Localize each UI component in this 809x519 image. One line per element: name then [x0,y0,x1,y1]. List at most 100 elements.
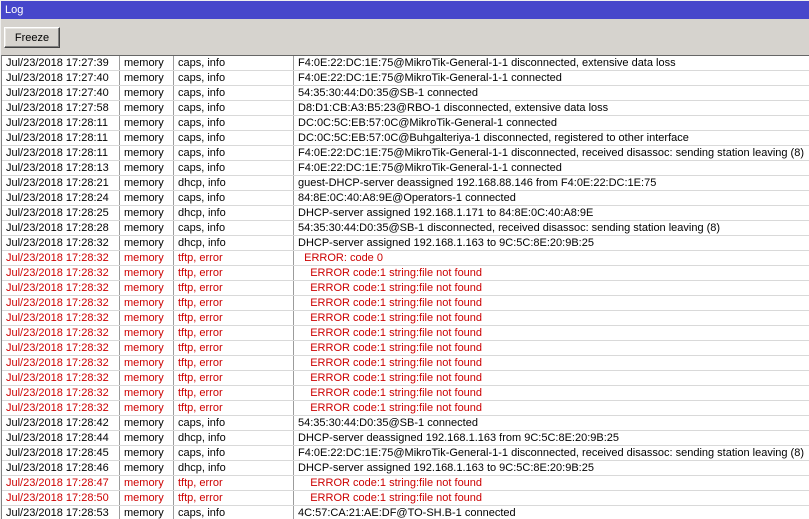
log-cell-time: Jul/23/2018 17:28:21 [2,176,120,190]
log-cell-topics: dhcp, info [174,461,294,475]
log-cell-buffer: memory [120,296,174,310]
log-row[interactable]: Jul/23/2018 17:28:13 memory caps, info F4:0… [2,161,809,176]
log-row[interactable]: Jul/23/2018 17:28:11 memory caps, info F4:0… [2,146,809,161]
log-cell-time: Jul/23/2018 17:28:32 [2,371,120,385]
log-cell-topics: caps, info [174,221,294,235]
log-row[interactable]: Jul/23/2018 17:28:25 memory dhcp, info DHCP… [2,206,809,221]
log-row[interactable]: Jul/23/2018 17:27:39 memory caps, info F4:0… [2,56,809,71]
log-row[interactable]: Jul/23/2018 17:28:32 memory tftp, error ER… [2,311,809,326]
log-cell-topics: tftp, error [174,296,294,310]
log-cell-buffer: memory [120,416,174,430]
log-cell-message: D8:D1:CB:A3:B5:23@RBO-1 disconnected, ex… [298,102,609,114]
log-cell-buffer: memory [120,191,174,205]
log-cell-message: DC:0C:5C:EB:57:0C@MikroTik-General-1 con… [298,117,557,129]
log-cell-time: Jul/23/2018 17:28:42 [2,416,120,430]
log-cell-topics: tftp, error [174,311,294,325]
log-row[interactable]: Jul/23/2018 17:28:45 memory caps, info F4:0… [2,446,809,461]
log-cell-buffer: memory [120,386,174,400]
log-cell-time: Jul/23/2018 17:28:47 [2,476,120,490]
log-row[interactable]: Jul/23/2018 17:28:47 memory tftp, error ER… [2,476,809,491]
log-row[interactable]: Jul/23/2018 17:28:32 memory dhcp, info DHCP… [2,236,809,251]
log-row[interactable]: Jul/23/2018 17:28:53 memory caps, info 4C:5… [2,506,809,519]
log-row[interactable]: Jul/23/2018 17:28:42 memory caps, info 54:3… [2,416,809,431]
log-row[interactable]: Jul/23/2018 17:27:40 memory caps, info 54:3… [2,86,809,101]
log-cell-message: ERROR code:1 string:file not found [298,282,483,294]
log-cell-time: Jul/23/2018 17:28:46 [2,461,120,475]
log-cell-time: Jul/23/2018 17:28:32 [2,266,120,280]
log-table[interactable]: Jul/23/2018 17:27:39 memory caps, info F4:0… [1,55,809,519]
log-cell-message: 54:35:30:44:D0:35@SB-1 disconnected, rec… [298,222,721,234]
log-row[interactable]: Jul/23/2018 17:28:32 memory tftp, error ER… [2,326,809,341]
log-cell-time: Jul/23/2018 17:28:32 [2,356,120,370]
log-cell-buffer: memory [120,161,174,175]
log-cell-time: Jul/23/2018 17:27:40 [2,71,120,85]
log-row[interactable]: Jul/23/2018 17:27:40 memory caps, info F4:0… [2,71,809,86]
log-row[interactable]: Jul/23/2018 17:28:32 memory tftp, error ER… [2,401,809,416]
log-cell-topics: dhcp, info [174,236,294,250]
log-cell-time: Jul/23/2018 17:28:32 [2,311,120,325]
log-row[interactable]: Jul/23/2018 17:28:32 memory tftp, error ER… [2,281,809,296]
log-cell-buffer: memory [120,236,174,250]
log-cell-topics: tftp, error [174,341,294,355]
log-row[interactable]: Jul/23/2018 17:28:32 memory tftp, error ER… [2,386,809,401]
log-cell-message: ERROR code:1 string:file not found [298,267,483,279]
log-row[interactable]: Jul/23/2018 17:28:11 memory caps, info DC:0… [2,131,809,146]
log-cell-time: Jul/23/2018 17:28:28 [2,221,120,235]
log-row[interactable]: Jul/23/2018 17:28:44 memory dhcp, info DHCP… [2,431,809,446]
freeze-button[interactable]: Freeze [4,27,60,48]
log-cell-time: Jul/23/2018 17:28:32 [2,401,120,415]
log-cell-topics: caps, info [174,191,294,205]
log-cell-topics: caps, info [174,161,294,175]
log-cell-time: Jul/23/2018 17:28:11 [2,146,120,160]
log-cell-buffer: memory [120,206,174,220]
log-cell-time: Jul/23/2018 17:28:32 [2,386,120,400]
log-cell-time: Jul/23/2018 17:27:40 [2,86,120,100]
log-cell-buffer: memory [120,281,174,295]
log-row[interactable]: Jul/23/2018 17:28:21 memory dhcp, info gues… [2,176,809,191]
log-cell-buffer: memory [120,446,174,460]
log-cell-buffer: memory [120,266,174,280]
log-row[interactable]: Jul/23/2018 17:28:28 memory caps, info 54:3… [2,221,809,236]
log-cell-message: ERROR code:1 string:file not found [298,297,483,309]
log-cell-buffer: memory [120,56,174,70]
log-cell-message: F4:0E:22:DC:1E:75@MikroTik-General-1-1 c… [298,162,562,174]
log-cell-time: Jul/23/2018 17:28:44 [2,431,120,445]
log-cell-topics: caps, info [174,71,294,85]
log-cell-time: Jul/23/2018 17:28:11 [2,116,120,130]
log-row[interactable]: Jul/23/2018 17:28:32 memory tftp, error ER… [2,266,809,281]
log-row[interactable]: Jul/23/2018 17:28:46 memory dhcp, info DHCP… [2,461,809,476]
log-cell-buffer: memory [120,341,174,355]
log-row[interactable]: Jul/23/2018 17:28:32 memory tftp, error ER… [2,371,809,386]
log-row[interactable]: Jul/23/2018 17:28:32 memory tftp, error ER… [2,341,809,356]
log-cell-buffer: memory [120,491,174,505]
log-cell-message: DHCP-server deassigned 192.168.1.163 fro… [298,432,620,444]
log-cell-message: ERROR: code 0 [298,252,383,264]
log-cell-time: Jul/23/2018 17:28:32 [2,251,120,265]
log-cell-topics: tftp, error [174,401,294,415]
log-cell-topics: caps, info [174,101,294,115]
log-cell-topics: tftp, error [174,266,294,280]
log-row[interactable]: Jul/23/2018 17:28:24 memory caps, info 84:8… [2,191,809,206]
log-cell-topics: caps, info [174,86,294,100]
log-row[interactable]: Jul/23/2018 17:28:32 memory tftp, error ER… [2,296,809,311]
log-cell-buffer: memory [120,401,174,415]
log-cell-buffer: memory [120,431,174,445]
log-cell-time: Jul/23/2018 17:28:13 [2,161,120,175]
log-row[interactable]: Jul/23/2018 17:28:50 memory tftp, error ER… [2,491,809,506]
log-row[interactable]: Jul/23/2018 17:28:32 memory tftp, error ER… [2,356,809,371]
log-row[interactable]: Jul/23/2018 17:28:32 memory tftp, error ER… [2,251,809,266]
log-row[interactable]: Jul/23/2018 17:27:58 memory caps, info D8:D… [2,101,809,116]
log-cell-buffer: memory [120,371,174,385]
log-cell-message: ERROR code:1 string:file not found [298,357,483,369]
log-cell-topics: dhcp, info [174,206,294,220]
log-row[interactable]: Jul/23/2018 17:28:11 memory caps, info DC:0… [2,116,809,131]
log-cell-buffer: memory [120,116,174,130]
log-cell-time: Jul/23/2018 17:28:32 [2,296,120,310]
log-cell-topics: tftp, error [174,491,294,505]
log-cell-buffer: memory [120,146,174,160]
titlebar: Log [1,1,809,19]
log-cell-message: ERROR code:1 string:file not found [298,492,483,504]
log-cell-message: ERROR code:1 string:file not found [298,342,483,354]
log-cell-buffer: memory [120,356,174,370]
